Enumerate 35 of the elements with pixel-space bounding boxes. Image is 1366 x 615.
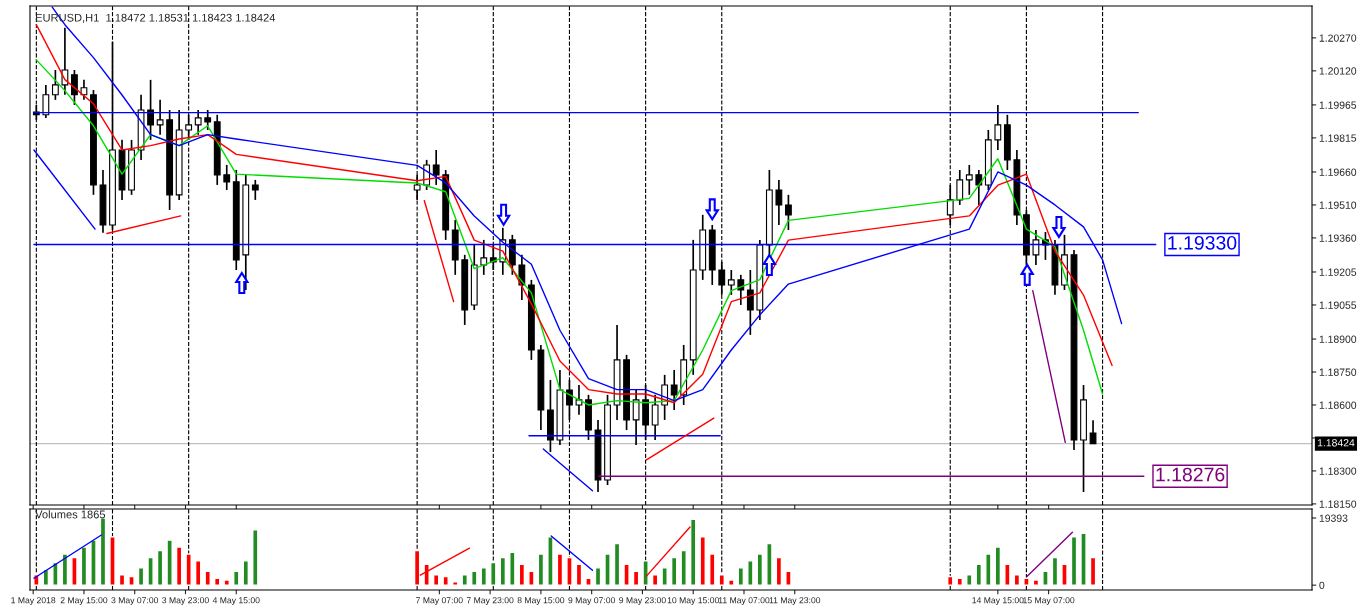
- x-tick-label: 2 May 15:00: [60, 597, 108, 605]
- y-tick-label: 1.18300: [1319, 467, 1357, 475]
- x-tick-label: 9 May 23:00: [619, 597, 666, 605]
- y-tick-label: 1.18900: [1319, 335, 1357, 343]
- x-tick-label: 11 May 07:00: [718, 597, 770, 605]
- x-tick-label: 9 May 07:00: [568, 597, 616, 605]
- y-tick-label: 0: [1319, 581, 1325, 590]
- x-tick-label: 1 May 2018: [11, 597, 56, 605]
- y-tick-label: 1.20120: [1319, 67, 1357, 75]
- y-tick-label: 1.19055: [1319, 301, 1357, 309]
- y-tick-label: 1.19660: [1319, 168, 1357, 176]
- y-tick-label: 19393: [1319, 514, 1348, 522]
- series-label: 1.19330: [1168, 235, 1237, 250]
- x-tick-label: 3 May 23:00: [162, 597, 209, 605]
- y-tick-label: 1.19360: [1319, 234, 1357, 242]
- y-tick-label: 1.20270: [1319, 34, 1357, 42]
- x-tick-label: 7 May 07:00: [416, 597, 463, 605]
- y-tick-label: 1.18750: [1319, 368, 1357, 376]
- y-tick-label: 1.18150: [1319, 500, 1357, 508]
- x-tick-label: 4 May 15:00: [212, 597, 260, 605]
- y-tick-label: 1.19815: [1319, 134, 1357, 142]
- x-tick-label: 7 May 23:00: [466, 597, 514, 605]
- y-tick-label: 1.19965: [1319, 101, 1357, 109]
- x-tick-label: 11 May 23:00: [769, 597, 821, 605]
- x-tick-label: 8 May 15:00: [517, 597, 565, 605]
- series-label: 1.18276: [1156, 467, 1225, 482]
- x-tick-label: 14 May 15:00: [972, 597, 1024, 605]
- x-tick-label: 10 May 15:00: [667, 597, 719, 605]
- x-tick-label: 3 May 07:00: [111, 597, 159, 605]
- chart-title: Volumes 1865: [35, 510, 106, 519]
- ref-line-label: 1.18424: [1317, 439, 1355, 447]
- y-tick-label: 1.18600: [1319, 401, 1357, 409]
- y-tick-label: 1.19510: [1319, 201, 1357, 209]
- x-tick-label: 15 May 07:00: [1023, 597, 1075, 605]
- y-tick-label: 1.19205: [1319, 268, 1357, 276]
